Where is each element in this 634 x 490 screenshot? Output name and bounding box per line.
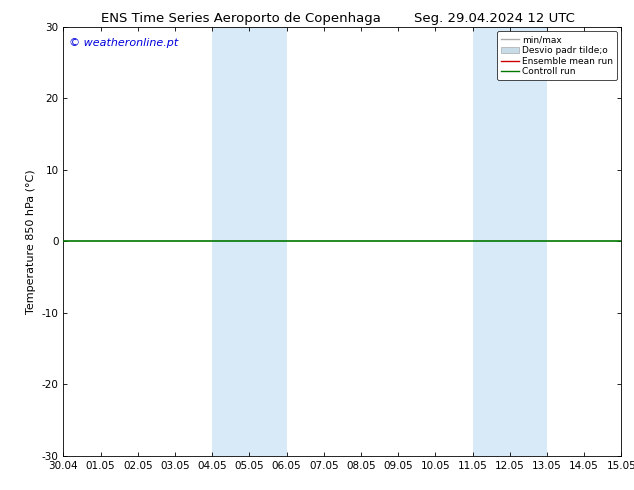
Bar: [472, 27, 547, 456]
Text: Seg. 29.04.2024 12 UTC: Seg. 29.04.2024 12 UTC: [414, 12, 575, 25]
Text: © weatheronline.pt: © weatheronline.pt: [69, 38, 178, 48]
Y-axis label: Temperature 850 hPa (°C): Temperature 850 hPa (°C): [26, 169, 36, 314]
Legend: min/max, Desvio padr tilde;o, Ensemble mean run, Controll run: min/max, Desvio padr tilde;o, Ensemble m…: [497, 31, 617, 80]
Bar: [212, 27, 287, 456]
Text: ENS Time Series Aeroporto de Copenhaga: ENS Time Series Aeroporto de Copenhaga: [101, 12, 381, 25]
